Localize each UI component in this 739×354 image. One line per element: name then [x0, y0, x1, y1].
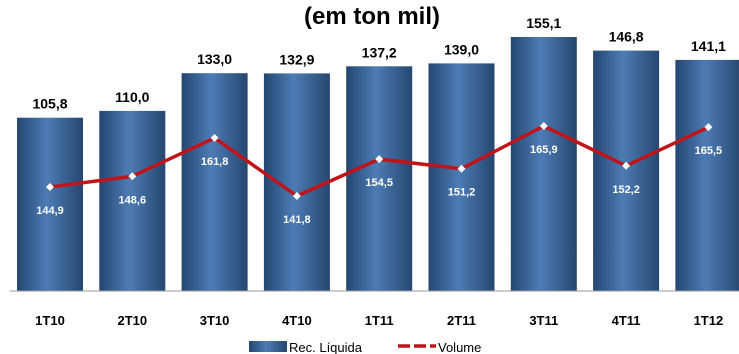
- volume-value-label: 154,5: [365, 177, 393, 189]
- volume-value-label: 165,9: [530, 144, 558, 156]
- volume-marker: [128, 172, 137, 181]
- volume-marker: [622, 161, 631, 170]
- bar-value-label: 110,0: [115, 89, 149, 105]
- volume-marker: [457, 164, 466, 173]
- bar-value-label: 155,1: [526, 15, 561, 31]
- bar-value-label: 141,1: [691, 38, 726, 54]
- category-label: 1T10: [35, 313, 65, 328]
- legend: Rec. Líquida Volume: [249, 340, 481, 354]
- bar-1T10: [17, 117, 83, 291]
- volume-series: 144,9 148,6 161,8 141,8 154,5 151,2 165,9 152,2…: [36, 122, 722, 226]
- volume-value-label: 148,6: [119, 194, 147, 206]
- category-labels: 1T10 2T10 3T10 4T10 1T11 2T11 3T11 4T11 1T12: [35, 313, 723, 328]
- category-label: 4T11: [612, 313, 641, 328]
- legend-bar-swatch: [249, 341, 287, 352]
- volume-value-label: 165,5: [695, 145, 723, 157]
- bar-1T12: [675, 59, 739, 292]
- volume-marker: [375, 155, 384, 164]
- volume-marker: [46, 183, 54, 191]
- bar-4T11: [593, 50, 660, 291]
- bar-2T10: [99, 110, 166, 292]
- legend-bar-label: Rec. Líquida: [289, 340, 363, 354]
- bar-1T11: [346, 66, 413, 291]
- volume-value-label: 144,9: [36, 205, 64, 217]
- category-label: 4T10: [282, 313, 312, 328]
- category-label: 1T12: [694, 313, 724, 328]
- volume-marker: [539, 122, 548, 130]
- category-label: 1T11: [365, 313, 394, 328]
- category-label: 2T10: [117, 313, 147, 328]
- volume-marker: [292, 192, 301, 201]
- bar-value-label: 105,8: [32, 96, 67, 112]
- volume-value-label: 152,2: [612, 184, 640, 196]
- bar-value-label: 137,2: [362, 44, 397, 60]
- bar-value-label: 132,9: [279, 51, 314, 67]
- bar-series: 105,8 110,0 133,0 132,9 137,2 139,0 155,1 146,8…: [17, 15, 739, 292]
- chart-title: (em ton mil): [304, 3, 440, 30]
- bar-3T11: [510, 37, 577, 291]
- category-label: 3T10: [200, 313, 230, 328]
- volume-value-label: 151,2: [448, 187, 476, 199]
- legend-line-label: Volume: [438, 340, 481, 354]
- category-label: 2T11: [447, 313, 476, 328]
- bar-3T10: [181, 73, 248, 291]
- volume-value-label: 161,8: [201, 156, 229, 168]
- volume-value-label: 141,8: [283, 214, 311, 226]
- bar-4T10: [263, 73, 330, 292]
- category-label: 3T11: [529, 313, 558, 328]
- bar-value-label: 139,0: [444, 41, 479, 57]
- bar-2T11: [428, 63, 495, 292]
- volume-marker: [210, 133, 219, 142]
- volume-marker: [704, 123, 713, 132]
- bar-value-label: 146,8: [609, 29, 644, 45]
- bar-value-label: 133,0: [197, 51, 232, 67]
